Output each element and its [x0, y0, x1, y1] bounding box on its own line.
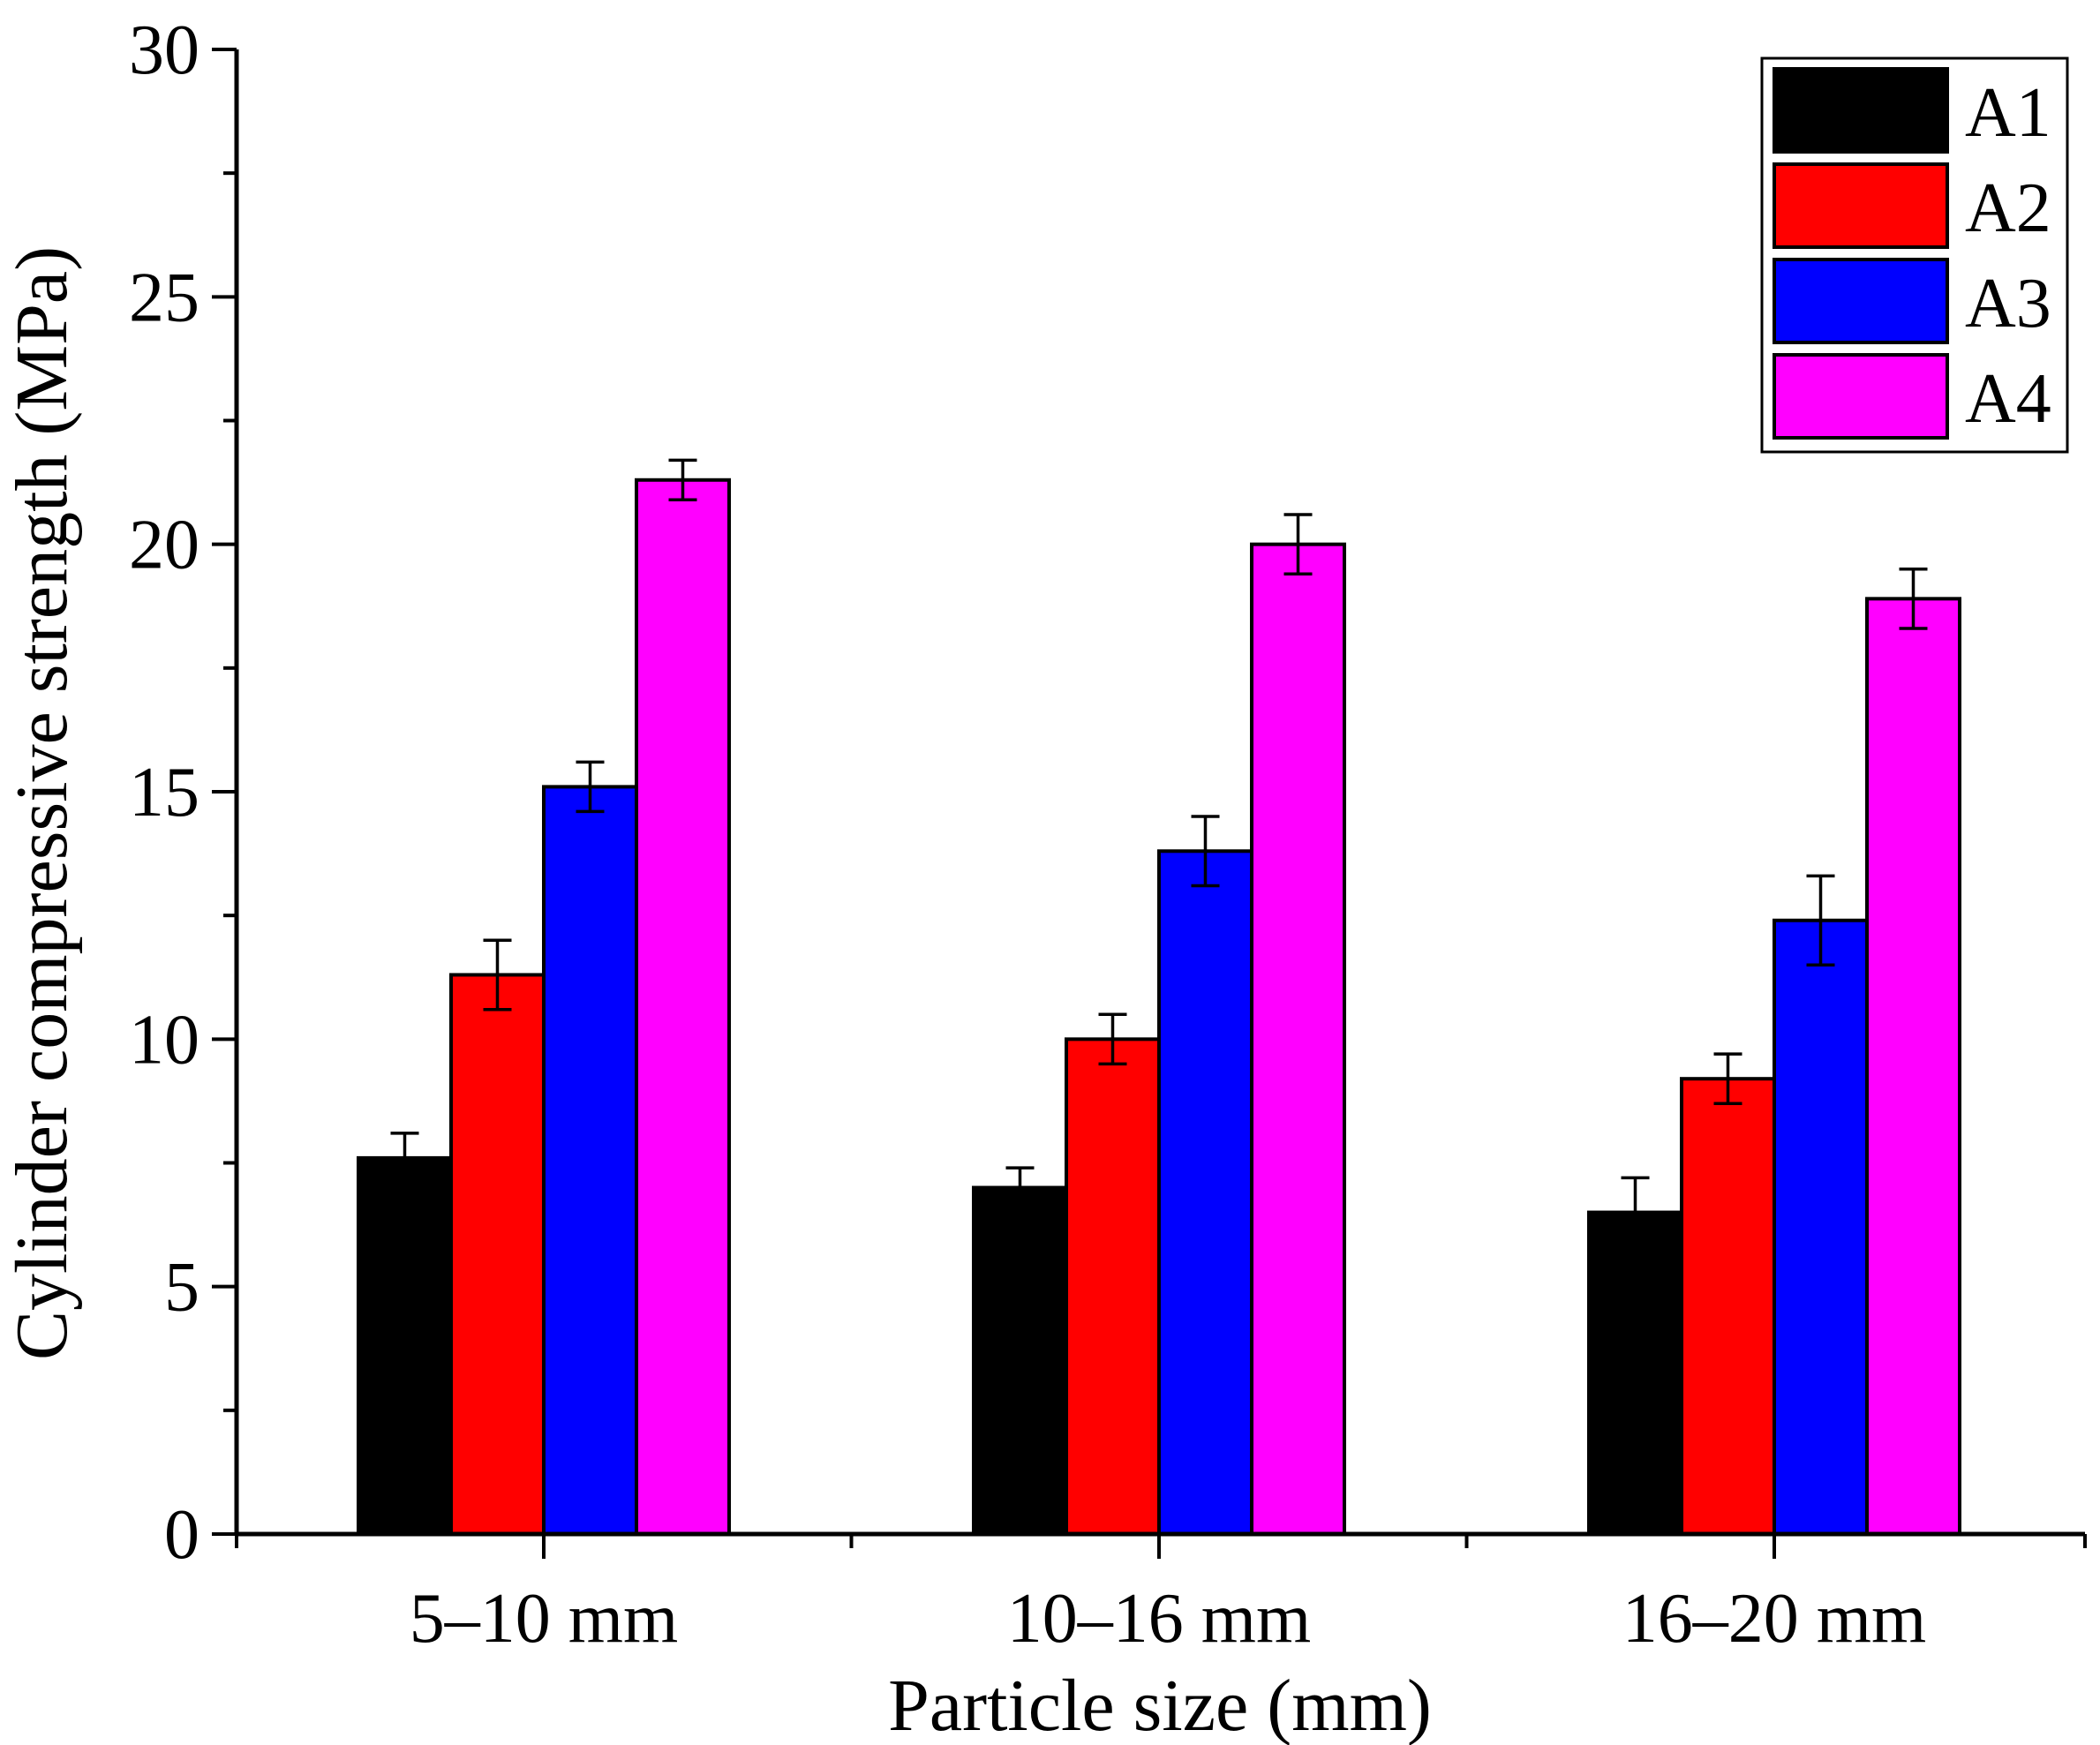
- bar-a1-cat-2: [972, 1185, 1068, 1536]
- error-bar-a4-cat-3: [1899, 567, 1928, 630]
- legend-item-a1: A1: [1773, 67, 2051, 154]
- x-axis-title: Particle size (mm): [888, 1665, 1432, 1745]
- bar-a1-cat-3: [1587, 1210, 1683, 1536]
- legend-swatch-a2: [1773, 162, 1949, 249]
- y-tick-label-30: 30: [129, 11, 199, 89]
- error-bar-a3-cat-3: [1806, 874, 1835, 967]
- bars-layer: [357, 478, 1961, 1537]
- error-bar-a3-cat-1: [576, 760, 605, 814]
- legend-label-a1: A1: [1965, 74, 2051, 152]
- x-tick-label-1: 5–10 mm: [410, 1580, 678, 1658]
- legend-swatch-a3: [1773, 258, 1949, 344]
- legend-item-a2: A2: [1773, 162, 2051, 249]
- bar-a2-cat-1: [449, 973, 546, 1536]
- error-bar-a3-cat-2: [1191, 815, 1220, 888]
- error-bar-a1-cat-1: [390, 1132, 419, 1185]
- legend-label-a2: A2: [1965, 169, 2051, 247]
- error-bars-layer: [390, 458, 1928, 1249]
- x-tick-label-2: 10–16 mm: [1007, 1580, 1311, 1658]
- y-tick-label-25: 25: [129, 259, 199, 336]
- axes-layer: 0 5 10 15 20 25 30 5–10 mm 10–16 mm 16–20 mm: [129, 11, 2087, 1658]
- bar-a3-cat-3: [1773, 918, 1869, 1536]
- bar-a4-cat-3: [1865, 597, 1961, 1537]
- legend-swatch-a4: [1773, 353, 1949, 440]
- bar-a3-cat-1: [542, 785, 638, 1536]
- legend-item-a4: A4: [1773, 353, 2051, 440]
- bar-a2-cat-3: [1680, 1077, 1776, 1536]
- y-tick-label-0: 0: [164, 1496, 199, 1574]
- bar-a3-cat-2: [1157, 849, 1253, 1536]
- error-bar-a2-cat-2: [1098, 1012, 1127, 1066]
- y-tick-label-5: 5: [164, 1249, 199, 1327]
- error-bar-a1-cat-3: [1621, 1176, 1650, 1249]
- legend-swatch-a1: [1773, 67, 1949, 154]
- bar-a1-cat-1: [357, 1155, 453, 1536]
- legend-item-a3: A3: [1773, 258, 2051, 344]
- error-bar-a2-cat-3: [1713, 1052, 1742, 1105]
- legend-label-a3: A3: [1965, 265, 2051, 342]
- bar-a4-cat-2: [1250, 542, 1346, 1537]
- error-bar-a1-cat-2: [1005, 1166, 1035, 1209]
- error-bar-a2-cat-1: [483, 938, 512, 1012]
- x-tick-label-3: 16–20 mm: [1622, 1580, 1926, 1658]
- bar-a4-cat-1: [635, 478, 731, 1536]
- y-axis-title: Cylinder compressive strength (MPa): [1, 246, 83, 1360]
- bar-a2-cat-2: [1065, 1037, 1161, 1537]
- y-tick-label-10: 10: [129, 1001, 199, 1079]
- error-bar-a4-cat-2: [1283, 513, 1313, 576]
- y-tick-label-20: 20: [129, 507, 199, 584]
- legend: A1 A2 A3 A4: [1760, 56, 2069, 454]
- y-tick-label-15: 15: [129, 754, 199, 831]
- legend-label-a4: A4: [1965, 360, 2051, 438]
- error-bar-a4-cat-1: [668, 458, 697, 501]
